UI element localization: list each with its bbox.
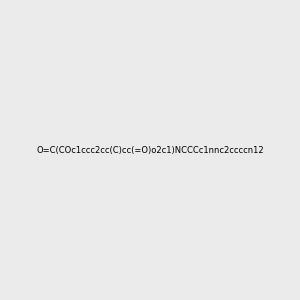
- Text: O=C(COc1ccc2cc(C)cc(=O)o2c1)NCCCc1nnc2ccccn12: O=C(COc1ccc2cc(C)cc(=O)o2c1)NCCCc1nnc2cc…: [36, 146, 264, 154]
